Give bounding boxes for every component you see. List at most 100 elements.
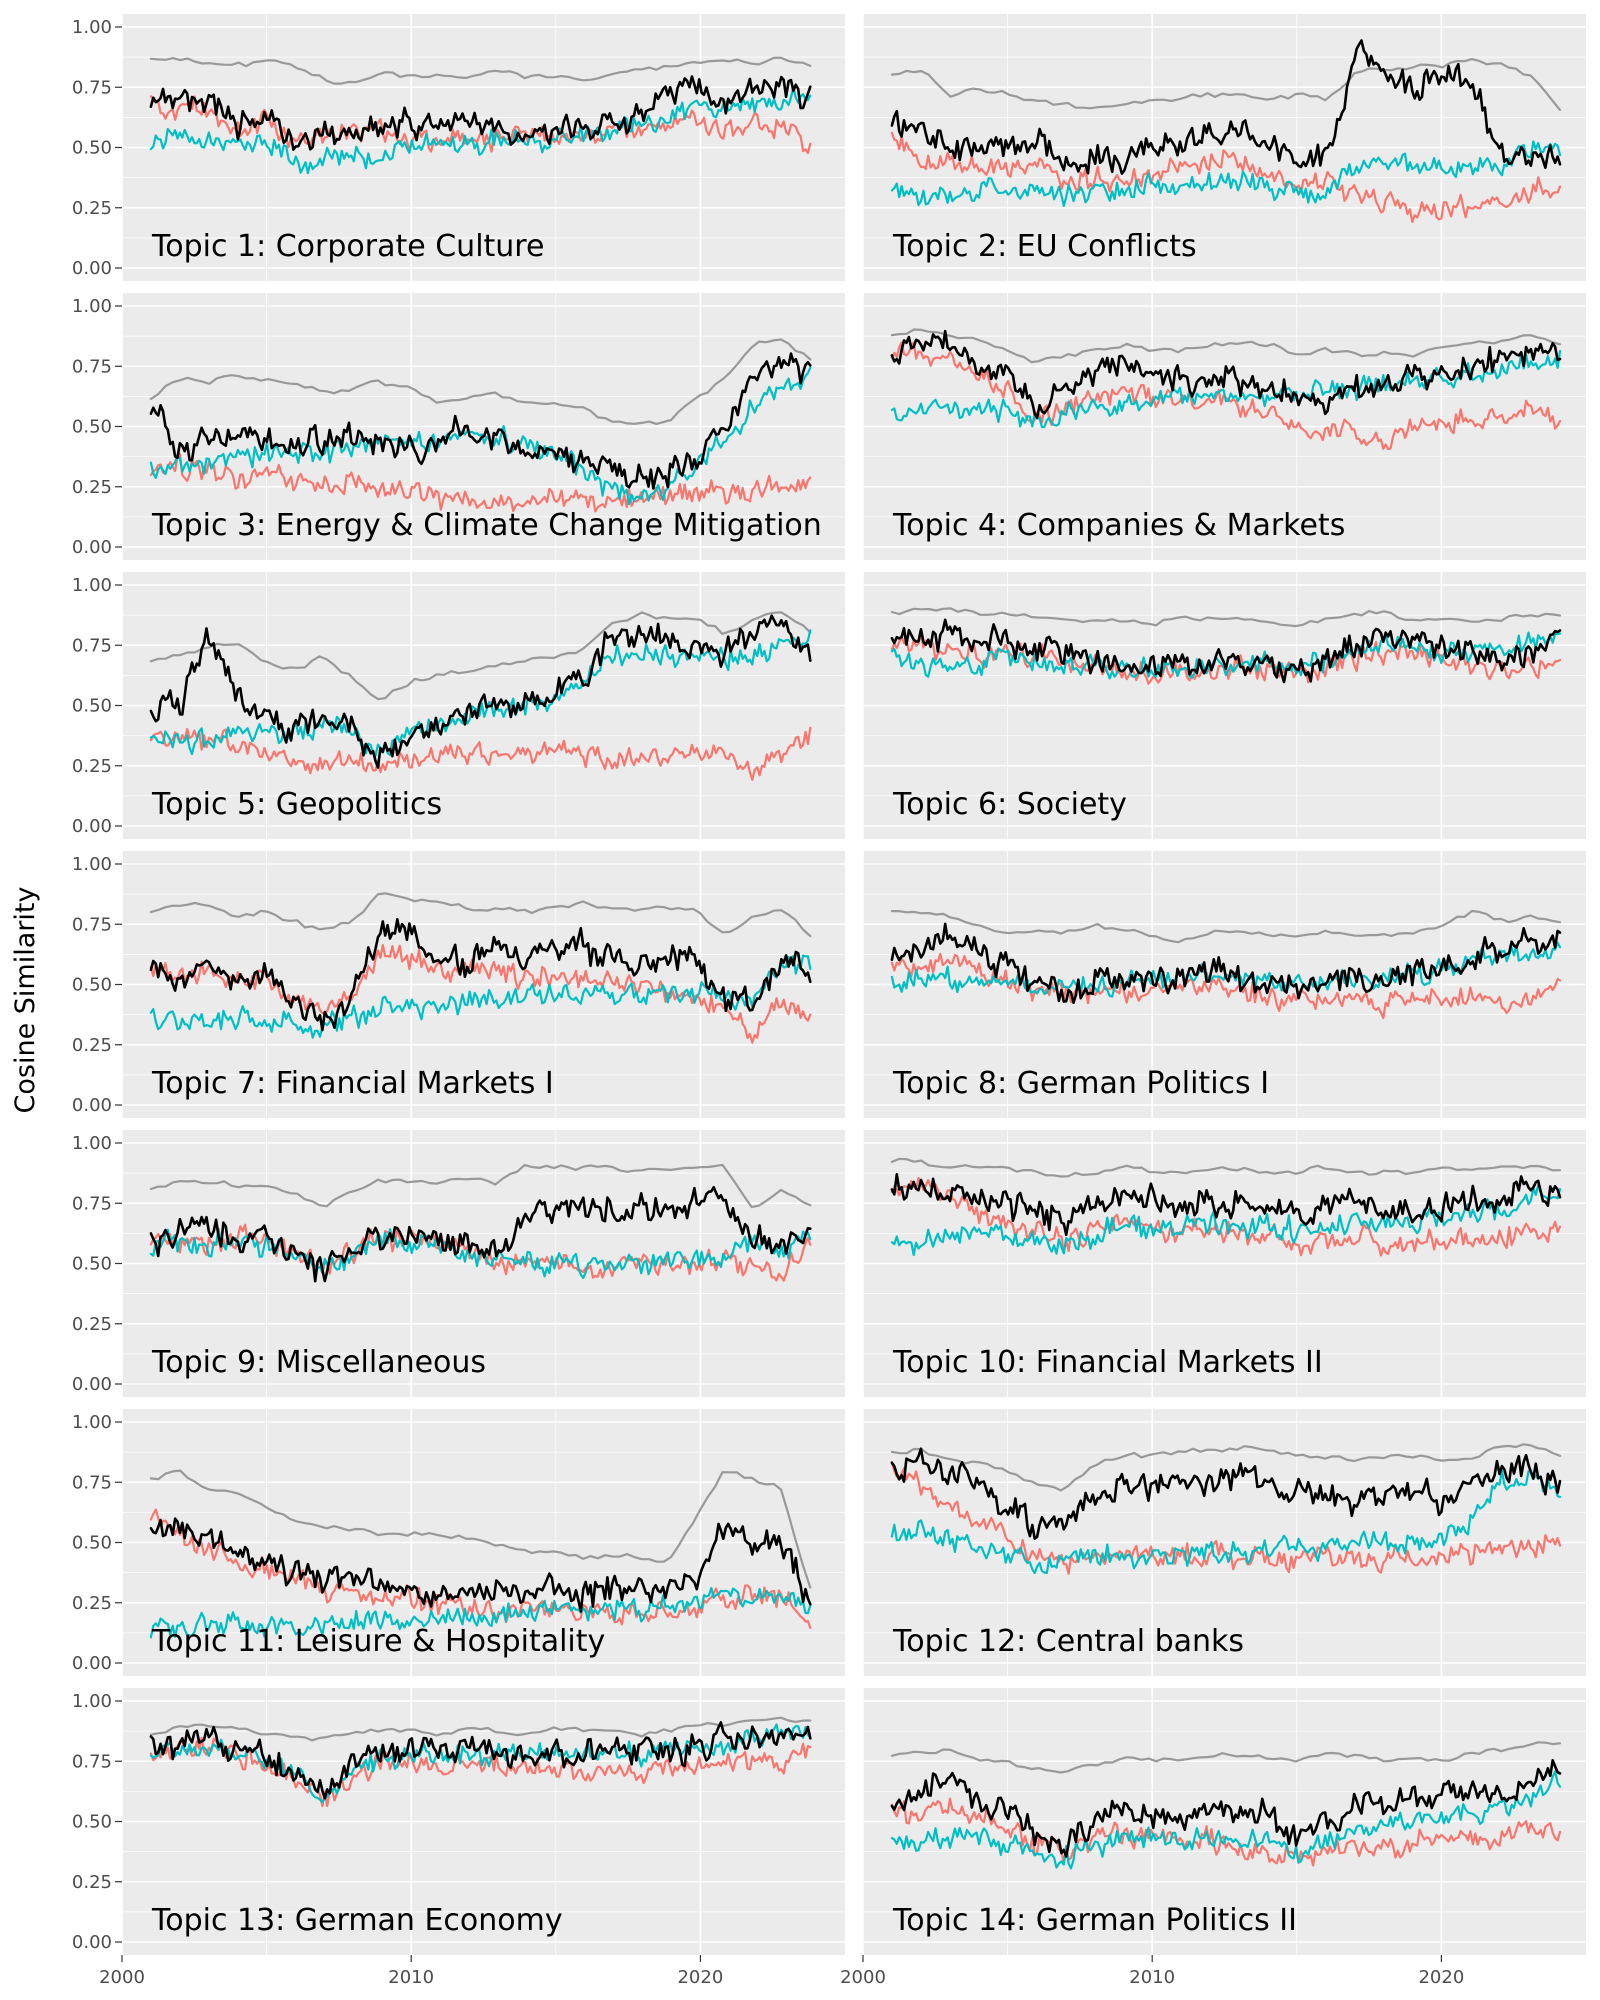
y-tick-label: 0.25 [72,198,112,219]
series-line-cyan [890,1469,1562,1575]
y-tick-label: 0.00 [72,1932,112,1953]
series-line-gray [890,607,1562,628]
y-tick-label: 0.75 [72,635,112,656]
panel-topic-11: Topic 11: Leisure & Hospitality 0.00 0.25 0… [72,1409,845,1676]
y-tick-label: 0.00 [72,1095,112,1116]
x-tick-label: 2010 [1129,1967,1175,1988]
series-line-black [890,39,1562,175]
y-tick-label: 0.25 [72,1593,112,1614]
series-line-black [149,614,812,769]
y-tick-label: 0.50 [72,696,112,717]
series-line-red [149,944,812,1044]
series-line-gray [149,1716,812,1742]
y-tick-label: 0.75 [72,1193,112,1214]
panel-label: Topic 12: Central banks [892,1624,1244,1659]
y-tick-label: 0.75 [72,1472,112,1493]
panel-label: Topic 8: German Politics I [892,1066,1269,1101]
y-tick-label: 0.25 [72,1035,112,1056]
y-tick-label: 0.75 [72,1751,112,1772]
panel-label: Topic 5: Geopolitics [151,787,442,822]
panel-topic-3: Topic 3: Energy & Climate Change Mitigat… [72,293,845,560]
series-line-red [890,131,1562,223]
panel-topic-9: Topic 9: Miscellaneous 0.00 0.25 0.50 0.75 1.… [72,1130,845,1397]
series-line-black [149,75,812,151]
y-tick-label: 0.75 [72,356,112,377]
panel-label: Topic 14: German Politics II [892,1903,1297,1938]
panel-topic-10: Topic 10: Financial Markets II [862,1130,1586,1397]
x-tick-label: 2000 [840,1967,886,1988]
series-line-red [890,1797,1562,1867]
panel-label: Topic 9: Miscellaneous [151,1345,486,1380]
series-line-gray [149,1163,812,1209]
series-line-cyan [149,629,812,757]
y-tick-label: 1.00 [72,296,112,317]
series-line-black [890,618,1562,684]
panel-topic-1: Topic 1: Corporate Culture 0.00 0.25 0.50 0.… [72,14,845,281]
series-line-red [149,453,812,513]
series-line-black [890,329,1562,419]
series-line-cyan [890,1770,1562,1870]
series-line-cyan [149,954,812,1039]
y-tick-label: 0.75 [72,914,112,935]
series-line-red [149,726,812,781]
panel-topic-5: Topic 5: Geopolitics 0.00 0.25 0.50 0.75 1.00 [72,572,845,839]
panel-topic-13: Topic 13: German Economy 0.00 0.25 0.50 0.75… [72,1688,845,1988]
y-tick-label: 1.00 [72,854,112,875]
y-tick-label: 0.75 [72,77,112,98]
y-tick-label: 0.00 [72,258,112,279]
series-line-red [149,1223,812,1282]
y-tick-label: 0.25 [72,477,112,498]
series-line-black [149,1186,812,1283]
series-line-black [149,918,812,1032]
series-line-black [890,1447,1562,1540]
series-line-gray [890,328,1562,364]
series-line-gray [149,892,812,938]
y-tick-label: 0.50 [72,138,112,159]
y-tick-label: 0.50 [72,975,112,996]
series-line-gray [149,338,812,425]
y-tick-label: 0.50 [72,1533,112,1554]
series-line-red [149,1736,812,1808]
panel-topic-7: Topic 7: Financial Markets I 0.00 0.25 0.50… [72,851,845,1118]
series-line-cyan [149,1587,812,1639]
series-line-gray [149,1469,812,1589]
y-axis-title: Cosine Similarity [10,887,41,1114]
series-line-gray [890,58,1562,111]
series-line-red [890,1176,1562,1257]
y-tick-label: 0.00 [72,816,112,837]
y-tick-label: 0.00 [72,537,112,558]
panel-topic-8: Topic 8: German Politics I [862,851,1586,1118]
series-line-gray [149,611,812,701]
series-line-gray [890,1741,1562,1774]
panel-label: Topic 7: Financial Markets I [151,1066,554,1101]
panel-label: Topic 4: Companies & Markets [892,508,1345,543]
panel-label: Topic 6: Society [892,787,1127,822]
y-tick-label: 1.00 [72,575,112,596]
y-tick-label: 1.00 [72,17,112,38]
series-line-cyan [149,366,812,506]
series-line-gray [890,909,1562,944]
panel-topic-4: Topic 4: Companies & Markets [862,293,1586,560]
panel-label: Topic 11: Leisure & Hospitality [151,1624,605,1659]
panel-topic-6: Topic 6: Society [862,572,1586,839]
series-line-black [890,922,1562,1004]
series-line-black [149,1517,812,1613]
panels: Topic 1: Corporate Culture 0.00 0.25 0.50 0.… [72,14,1586,1988]
series-line-gray [890,1157,1562,1178]
panel-label: Topic 1: Corporate Culture [151,229,544,264]
series-line-black [890,1759,1562,1858]
series-line-gray [149,56,812,85]
y-tick-label: 0.50 [72,417,112,438]
y-tick-label: 0.25 [72,1872,112,1893]
series-line-cyan [149,1723,812,1804]
y-tick-label: 1.00 [72,1412,112,1433]
y-tick-label: 0.50 [72,1812,112,1833]
y-tick-label: 0.50 [72,1254,112,1275]
panel-label: Topic 2: EU Conflicts [892,229,1197,264]
x-tick-label: 2020 [677,1967,723,1988]
panel-topic-14: Topic 14: German Politics II 2000 2010 2020 [840,1688,1586,1988]
panel-label: Topic 3: Energy & Climate Change Mitigat… [151,508,822,543]
series-line-gray [890,1443,1562,1492]
